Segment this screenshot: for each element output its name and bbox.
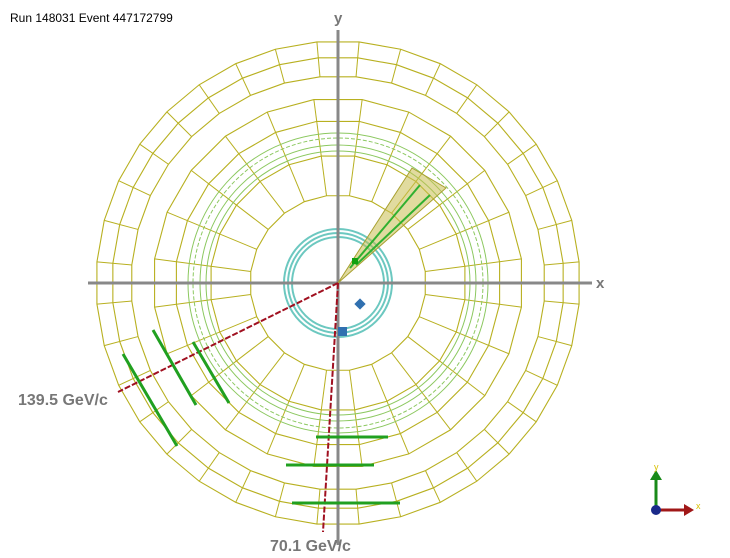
tracks xyxy=(117,167,447,533)
detector-spoke xyxy=(118,370,151,386)
detector-spoke xyxy=(355,489,360,525)
detector-spoke xyxy=(525,180,558,196)
detector-spoke xyxy=(425,258,522,273)
detector-spoke xyxy=(198,452,220,482)
detector-spoke xyxy=(355,41,360,77)
detector-spoke xyxy=(96,300,132,305)
jet-cone xyxy=(337,167,447,284)
detector-spoke xyxy=(266,364,305,455)
detector-spoke xyxy=(456,84,478,114)
y-axis-label: y xyxy=(334,10,343,27)
detector-spoke xyxy=(154,258,251,273)
detector-spoke xyxy=(507,401,537,423)
detector-spoke xyxy=(316,489,321,525)
muon-segment xyxy=(191,341,231,404)
gizmo-origin xyxy=(651,505,661,515)
x-axis-label: x xyxy=(596,275,605,292)
detector-spoke xyxy=(407,169,486,230)
jet-segment xyxy=(355,194,431,266)
detector-spoke xyxy=(348,99,363,196)
muon-track xyxy=(117,282,339,393)
detector-spoke xyxy=(484,111,510,137)
detector-spoke xyxy=(391,482,402,517)
detector-spoke xyxy=(425,470,441,503)
detector-spoke xyxy=(190,336,269,397)
detector-spoke xyxy=(104,336,139,347)
detector-spoke xyxy=(224,352,285,431)
detector-spoke xyxy=(96,261,132,266)
detector-spoke xyxy=(235,63,251,96)
detector-spoke xyxy=(154,293,251,308)
detector-spoke xyxy=(313,99,328,196)
detector-spoke xyxy=(166,211,257,250)
detector-spoke xyxy=(139,401,169,423)
orientation-gizmo: y x xyxy=(650,462,701,516)
calo-hit xyxy=(354,298,366,310)
detector-spoke xyxy=(391,49,402,84)
calo-hit xyxy=(338,327,347,336)
detector-spoke xyxy=(224,135,285,214)
detector-spoke xyxy=(525,370,558,386)
detector-spoke xyxy=(537,219,572,230)
detector-spoke xyxy=(456,452,478,482)
muon-segment xyxy=(151,329,198,406)
detector-spoke xyxy=(391,352,452,431)
detector-spoke xyxy=(316,41,321,77)
muon-segment xyxy=(121,353,179,447)
muon-track xyxy=(322,282,339,533)
detector-spoke xyxy=(507,143,537,165)
detector-spoke xyxy=(166,429,192,455)
detector-spoke xyxy=(313,370,328,467)
detector-spoke xyxy=(425,293,522,308)
detector-spoke xyxy=(419,211,510,250)
title: Run 148031 Event 447172799 xyxy=(10,11,173,25)
track-label: 70.1 GeV/c xyxy=(270,538,351,555)
detector-spoke xyxy=(104,219,139,230)
detector-spoke xyxy=(274,482,285,517)
gizmo-arrow xyxy=(684,504,694,516)
detector-spoke xyxy=(544,261,580,266)
detector-spoke xyxy=(544,300,580,305)
gizmo-arrow xyxy=(650,470,662,480)
detector-spoke xyxy=(235,470,251,503)
detector-spoke xyxy=(274,49,285,84)
detector-spoke xyxy=(371,364,410,455)
detector-spoke xyxy=(190,169,269,230)
track-label: 139.5 GeV/c xyxy=(18,392,108,409)
gizmo-y-label: y xyxy=(654,462,659,472)
detector-spoke xyxy=(371,111,410,202)
detector-spoke xyxy=(166,111,192,137)
gizmo-x-label: x xyxy=(696,501,701,511)
detector-spoke xyxy=(139,143,169,165)
detector-spoke xyxy=(118,180,151,196)
detector-spoke xyxy=(166,316,257,355)
detector-spoke xyxy=(537,336,572,347)
detector-spoke xyxy=(425,63,441,96)
detector-spoke xyxy=(407,336,486,397)
calo-hit xyxy=(352,258,358,264)
detector-spoke xyxy=(266,111,305,202)
detector-spoke xyxy=(348,370,363,467)
detector-spoke xyxy=(198,84,220,114)
detector-spoke xyxy=(419,316,510,355)
jet-segment xyxy=(349,184,421,269)
detector-spoke xyxy=(484,429,510,455)
